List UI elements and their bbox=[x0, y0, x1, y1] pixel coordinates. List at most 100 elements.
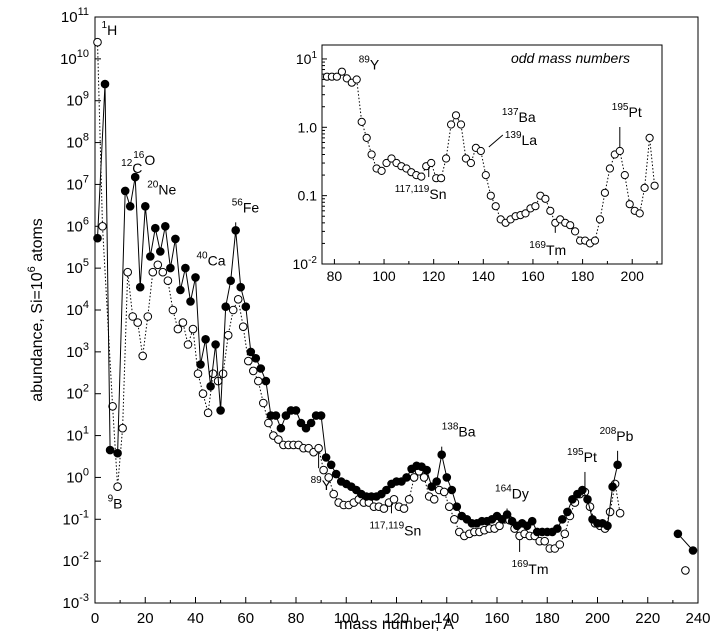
main-annotation-o-symbol: O bbox=[144, 152, 155, 168]
main-filled-series-0-point bbox=[271, 411, 281, 420]
main-filled-series-0-point bbox=[291, 406, 301, 415]
y-tick-base: 10 bbox=[60, 51, 77, 68]
y-tick-label: 1011 bbox=[61, 6, 89, 26]
main-open-series-0-point bbox=[138, 351, 147, 361]
main-filled-series-0-point bbox=[105, 445, 115, 455]
main-filled-series-0-point bbox=[125, 202, 135, 211]
main-filled-series-0-point bbox=[206, 382, 215, 391]
main-filled-series-0-point bbox=[442, 473, 452, 482]
main-annotation-ca-sup: 40 bbox=[197, 250, 209, 261]
main-filled-series-0-point bbox=[246, 347, 256, 357]
main-filled-series-0-point bbox=[251, 354, 261, 363]
main-open-series-0-point bbox=[445, 502, 454, 512]
inset-x-tick-label: 160 bbox=[521, 268, 545, 284]
main-open-series-0-point bbox=[615, 508, 625, 518]
x-tick-label: 180 bbox=[535, 610, 560, 627]
inset-annotation-la-sup: 139 bbox=[505, 130, 522, 141]
main-annotation-sn-symbol: Sn bbox=[404, 522, 421, 538]
main-filled-series-0-point bbox=[130, 172, 140, 182]
inset-series-0-point bbox=[357, 117, 366, 127]
inset-x-tick-label: 100 bbox=[372, 268, 396, 284]
inset-annotation-sn-sup: 117,119 bbox=[395, 184, 430, 195]
inset-annotation-pt-symbol: Pt bbox=[628, 104, 641, 120]
main-open-series-0-point bbox=[133, 318, 142, 327]
inset-series-0-point bbox=[546, 206, 555, 215]
main-open-series-0-point bbox=[540, 536, 550, 546]
main-filled-series-0-point bbox=[558, 515, 567, 524]
main-open-series-0-point bbox=[319, 465, 328, 475]
inset-series-0-point bbox=[645, 133, 654, 142]
x-tick-label: 140 bbox=[434, 610, 459, 627]
main-annotation-pb-sup: 208 bbox=[600, 426, 617, 437]
inset-series-0-point bbox=[337, 67, 346, 76]
main-annotation-b-symbol: B bbox=[113, 496, 122, 512]
main-open-series-0-point bbox=[118, 423, 127, 433]
main-annotation-o: 16O bbox=[133, 150, 155, 168]
inset-series-0-point bbox=[362, 133, 371, 142]
y-tick-base: 10 bbox=[66, 260, 83, 277]
inset-y-tick-label: 1.0 bbox=[298, 119, 318, 135]
x-tick-label: 100 bbox=[334, 610, 359, 627]
main-open-series-0-point bbox=[681, 566, 690, 575]
inset-annotation-y-symbol: Y bbox=[370, 57, 380, 73]
inset-annotation-y-sup: 89 bbox=[359, 55, 371, 66]
main-open-series-0-point bbox=[178, 318, 188, 327]
main-open-series-0-point bbox=[198, 389, 208, 399]
y-tick-label: 107 bbox=[66, 173, 89, 193]
y-tick-base: 10 bbox=[66, 469, 83, 486]
main-filled-series-0-point bbox=[186, 297, 195, 306]
inset-title: odd mass numbers bbox=[511, 50, 630, 66]
inset-series-0-point bbox=[491, 202, 500, 211]
main-filled-series-0-point bbox=[93, 233, 102, 243]
main-filled-series-0-point bbox=[608, 482, 617, 492]
y-tick-exponent: 3 bbox=[83, 341, 89, 353]
main-open-series-0-point bbox=[158, 267, 168, 277]
main-filled-series-0-point bbox=[502, 510, 512, 519]
main-annotation-y-symbol: Y bbox=[322, 477, 332, 493]
main-filled-series-0-point bbox=[191, 273, 200, 282]
main-open-series-0-point bbox=[314, 443, 323, 453]
main-annotation-h: 1H bbox=[102, 20, 118, 38]
inset-series-0-point bbox=[571, 227, 580, 236]
x-tick-label: 60 bbox=[237, 610, 254, 627]
y-tick-exponent: 5 bbox=[83, 257, 89, 269]
y-tick-base: 10 bbox=[66, 135, 83, 152]
main-open-series-0-point bbox=[274, 435, 283, 444]
main-filled-series-0-point bbox=[688, 546, 698, 555]
inset-annotation-sn: 117,119Sn bbox=[395, 184, 447, 202]
y-tick-exponent: -1 bbox=[79, 508, 89, 520]
main-filled-series-0-point bbox=[181, 263, 190, 273]
main-open-series-0-point bbox=[379, 504, 389, 513]
inset-series-0-point bbox=[486, 191, 495, 200]
main-filled-series-0-point bbox=[432, 477, 442, 486]
inset-x-tick-label: 120 bbox=[422, 268, 446, 284]
inset-series-0-point bbox=[595, 215, 605, 224]
main-open-series-0-point bbox=[555, 540, 565, 549]
y-tick-base: 10 bbox=[63, 511, 80, 528]
inset-annotation-ba-sup: 137 bbox=[502, 107, 519, 118]
inset-series-0-point bbox=[387, 154, 396, 163]
x-axis-label: mass number, A bbox=[339, 616, 454, 633]
y-tick-exponent: 6 bbox=[83, 215, 89, 227]
main-annotation-pt: 195Pt bbox=[567, 447, 597, 465]
main-open-series-0-point bbox=[223, 330, 233, 340]
inset-series-0-point bbox=[476, 146, 485, 156]
y-tick-label: 105 bbox=[66, 257, 89, 277]
main-filled-series-0-point bbox=[563, 507, 572, 517]
x-tick-label: 0 bbox=[91, 610, 99, 627]
inset-series-0-point bbox=[531, 202, 540, 211]
y-tick-exponent: 4 bbox=[83, 299, 89, 311]
main-filled-series-0-point bbox=[135, 282, 145, 292]
y-tick-label: 103 bbox=[66, 341, 89, 361]
y-tick-base: 10 bbox=[66, 428, 83, 445]
main-filled-series-0-point bbox=[113, 448, 122, 458]
main-filled-series-0-point bbox=[226, 276, 235, 286]
main-open-series-0-point bbox=[108, 402, 117, 411]
main-filled-series-0-point bbox=[276, 423, 286, 433]
main-open-series-0-point bbox=[193, 369, 203, 379]
main-filled-series-0-point bbox=[296, 418, 306, 428]
main-annotation-sn: 117,119Sn bbox=[369, 520, 421, 538]
inset-x-tick-label: 200 bbox=[621, 268, 645, 284]
main-filled-series-0-point bbox=[553, 524, 562, 533]
